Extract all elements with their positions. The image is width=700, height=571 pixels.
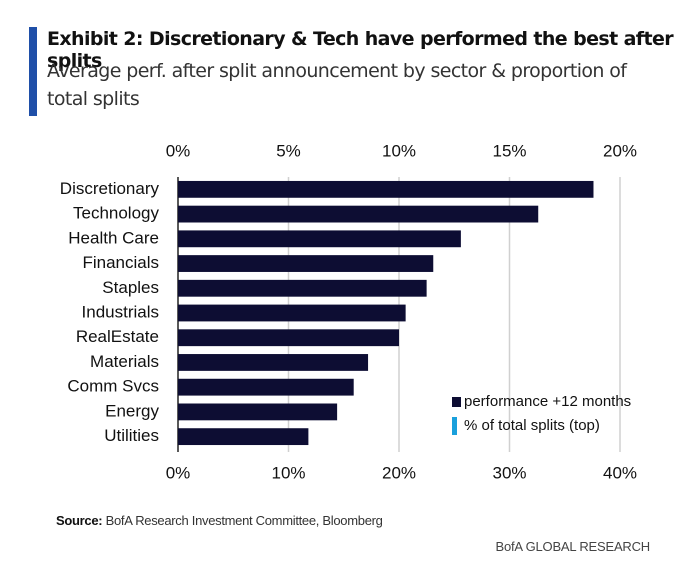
x2-tick-label: 10% — [382, 141, 416, 160]
legend-label: performance +12 months — [464, 393, 631, 410]
x-tick-label: 40% — [603, 463, 637, 482]
bar — [178, 378, 354, 396]
chart-subtitle: Average perf. after split announcement b… — [47, 60, 627, 110]
bar — [178, 255, 434, 272]
y-tick-label: Energy — [105, 401, 159, 420]
bar — [178, 403, 338, 421]
y-tick-label: Industrials — [82, 302, 159, 321]
x2-tick-label: 0% — [166, 141, 191, 160]
x-tick-label: 0% — [166, 463, 191, 482]
x2-tick-label: 20% — [603, 141, 637, 160]
source-text: BofA Research Investment Committee, Bloo… — [105, 513, 383, 528]
source-label: Source: — [56, 513, 103, 528]
source: Source: BofA Research Investment Committ… — [56, 513, 383, 528]
x-tick-label: 10% — [271, 463, 305, 482]
legend-swatch — [452, 397, 461, 407]
y-tick-label: Utilities — [104, 426, 159, 445]
y-tick-label: Discretionary — [60, 179, 160, 198]
y-tick-label: Staples — [102, 278, 159, 297]
bar — [178, 304, 406, 322]
y-tick-label: Comm Svcs — [67, 377, 159, 396]
y-tick-label: RealEstate — [76, 327, 159, 346]
chart-title: Exhibit 2: Discretionary & Tech have per… — [47, 28, 674, 72]
bar — [178, 354, 369, 371]
bar — [178, 205, 539, 223]
y-tick-label: Financials — [82, 253, 159, 272]
bar — [178, 230, 461, 248]
y-tick-label: Health Care — [68, 228, 159, 247]
y-tick-label: Technology — [73, 204, 160, 223]
x2-tick-label: 15% — [492, 141, 526, 160]
accent-bar — [29, 27, 37, 116]
bar — [178, 428, 309, 446]
bar — [178, 329, 399, 347]
bar — [178, 279, 427, 297]
x2-tick-label: 5% — [276, 141, 301, 160]
bar — [178, 180, 594, 198]
footer: BofA GLOBAL RESEARCH — [495, 539, 651, 554]
y-tick-label: Materials — [90, 352, 159, 371]
legend-swatch — [452, 417, 457, 435]
legend-label: % of total splits (top) — [464, 417, 600, 434]
x-tick-label: 20% — [382, 463, 416, 482]
x-tick-label: 30% — [492, 463, 526, 482]
